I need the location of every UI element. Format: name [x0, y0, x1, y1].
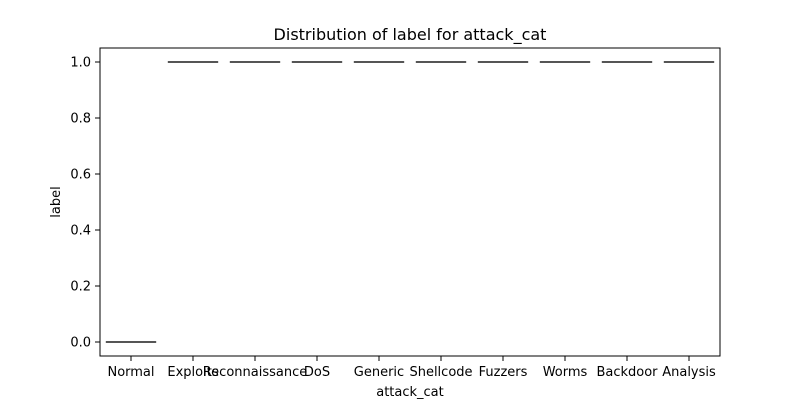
y-tick-label: 0.0: [70, 336, 91, 351]
x-tick-label: Shellcode: [409, 365, 472, 380]
x-tick-label: Backdoor: [596, 365, 658, 380]
x-tick-label: Generic: [354, 365, 404, 380]
plot-area-frame: [99, 47, 721, 357]
x-tick-label: Normal: [107, 365, 154, 380]
y-axis: 0.0 0.2 0.4 0.6 0.8 1.0: [70, 56, 100, 351]
y-tick-label: 0.6: [70, 168, 91, 183]
x-tick-label: Fuzzers: [479, 365, 528, 380]
y-tick-label: 1.0: [70, 56, 91, 71]
y-axis-label: label: [49, 186, 64, 217]
x-tick-label: Worms: [543, 365, 588, 380]
chart-title: Distribution of label for attack_cat: [274, 25, 547, 45]
x-tick-label: Analysis: [662, 365, 716, 380]
y-tick-label: 0.4: [70, 224, 91, 239]
x-axis-label: attack_cat: [376, 385, 444, 400]
y-tick-label: 0.8: [70, 112, 91, 127]
x-tick-label: Exploits: [167, 365, 218, 380]
y-tick-label: 0.2: [70, 280, 91, 295]
x-tick-label: Reconnaissance: [203, 365, 308, 380]
box-series: [105, 61, 715, 343]
x-tick-label: DoS: [304, 365, 330, 380]
